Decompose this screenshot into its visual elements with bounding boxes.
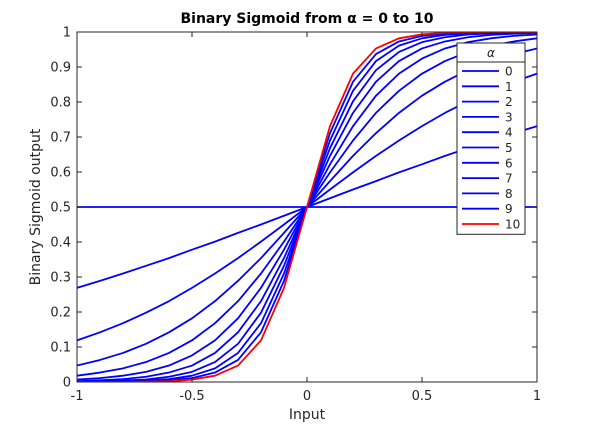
y-axis-label: Binary Sigmoid output [28, 128, 44, 285]
y-tick-label: 0.2 [50, 306, 71, 321]
x-tick-label: 0.5 [412, 389, 433, 404]
y-tick-label: 1 [63, 26, 71, 41]
y-tick-label: 0.5 [50, 201, 71, 216]
legend-label: 5 [505, 141, 513, 155]
y-tick-label: 0 [63, 376, 71, 391]
y-tick-label: 0.7 [50, 131, 71, 146]
y-tick-label: 0.4 [50, 236, 71, 251]
legend-item-4: 4 [462, 126, 513, 140]
legend-label: 0 [505, 65, 513, 79]
x-tick-label: -0.5 [179, 389, 204, 404]
x-tick-label: -1 [71, 389, 84, 404]
legend-label: 8 [505, 187, 513, 201]
legend-title: α [487, 46, 495, 60]
legend-item-5: 5 [462, 141, 513, 155]
legend-item-0: 0 [462, 65, 513, 79]
legend-label: 7 [505, 172, 513, 186]
y-tick-label: 0.3 [50, 271, 71, 286]
y-tick-label: 0.8 [50, 96, 71, 111]
legend-label: 10 [505, 218, 520, 232]
x-tick-label: 1 [533, 389, 541, 404]
legend-item-8: 8 [462, 187, 513, 201]
legend-label: 2 [505, 95, 513, 109]
legend-item-7: 7 [462, 172, 513, 186]
legend-item-9: 9 [462, 202, 513, 216]
legend-item-1: 1 [462, 80, 513, 94]
legend-box [456, 42, 526, 235]
legend-label: 1 [505, 80, 513, 94]
legend-label: 4 [505, 126, 513, 140]
y-tick-label: 0.9 [50, 61, 71, 76]
legend-item-2: 2 [462, 95, 513, 109]
legend-label: 9 [505, 202, 513, 216]
legend-item-3: 3 [462, 110, 513, 124]
legend-label: 6 [505, 156, 513, 170]
y-tick-label: 0.6 [50, 166, 71, 181]
x-axis-label: Input [289, 407, 326, 423]
legend-label: 3 [505, 110, 513, 124]
legend-item-6: 6 [462, 156, 513, 170]
x-tick-label: 0 [303, 389, 311, 404]
y-tick-label: 0.1 [50, 341, 71, 356]
chart-title: Binary Sigmoid from α = 0 to 10 [180, 11, 433, 27]
ticks-layer: -1 -0.5 0 0.5 100.10.20.30.40.50.60.70.80.91 [50, 26, 541, 405]
legend-item-10: 10 [462, 218, 520, 232]
